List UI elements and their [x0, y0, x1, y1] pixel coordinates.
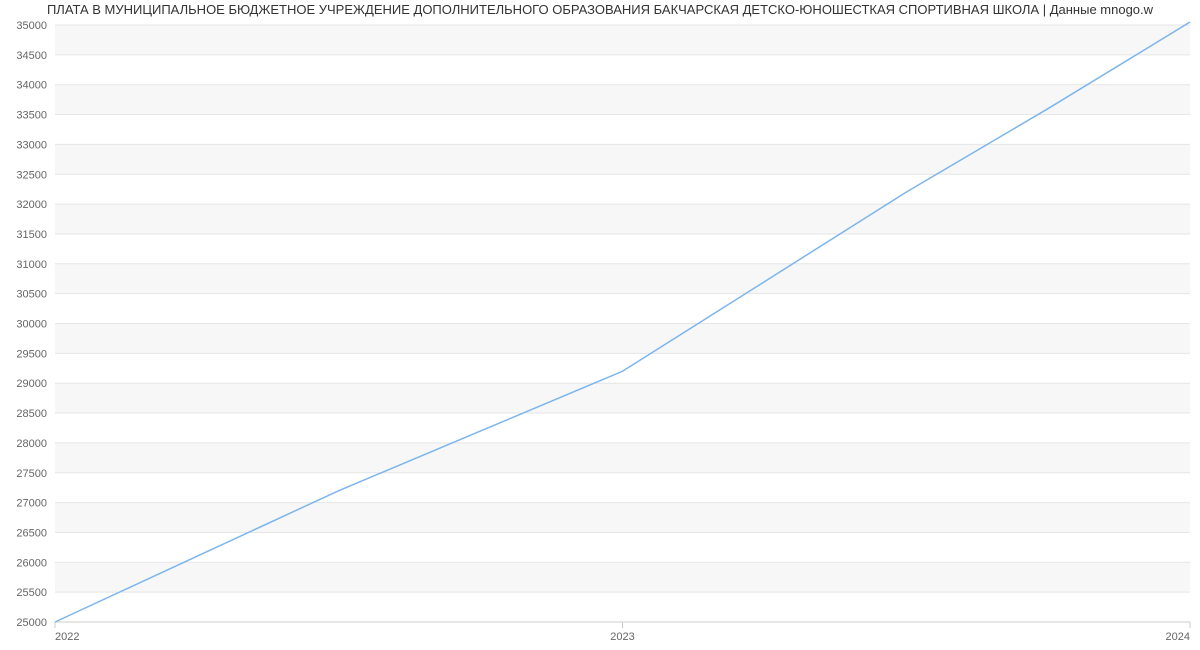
y-tick-label: 33500	[16, 110, 47, 122]
y-tick-label: 26000	[16, 557, 47, 569]
y-tick-label: 30500	[16, 289, 47, 301]
y-tick-label: 27500	[16, 468, 47, 480]
x-tick-label: 2024	[1166, 631, 1190, 643]
y-tick-label: 34000	[16, 80, 47, 92]
y-tick-label: 25500	[16, 587, 47, 599]
y-tick-label: 29000	[16, 378, 47, 390]
y-tick-label: 32500	[16, 169, 47, 181]
line-chart: 25000 25500 26000 26500 27000 27500 28000 28500…	[0, 0, 1200, 650]
y-tick-label: 34500	[16, 50, 47, 62]
y-tick-label: 32000	[16, 199, 47, 211]
y-tick-label: 31000	[16, 259, 47, 271]
y-tick-label: 29500	[16, 348, 47, 360]
x-tick-label: 2022	[55, 631, 79, 643]
y-tick-label: 26500	[16, 527, 47, 539]
y-tick-label: 35000	[16, 20, 47, 32]
y-tick-label: 30000	[16, 319, 47, 331]
y-tick-label: 25000	[16, 617, 47, 629]
y-tick-label: 28500	[16, 408, 47, 420]
y-tick-label: 31500	[16, 229, 47, 241]
x-tick-label: 2023	[610, 631, 634, 643]
y-tick-label: 33000	[16, 139, 47, 151]
y-tick-label: 28000	[16, 438, 47, 450]
y-tick-label: 27000	[16, 498, 47, 510]
